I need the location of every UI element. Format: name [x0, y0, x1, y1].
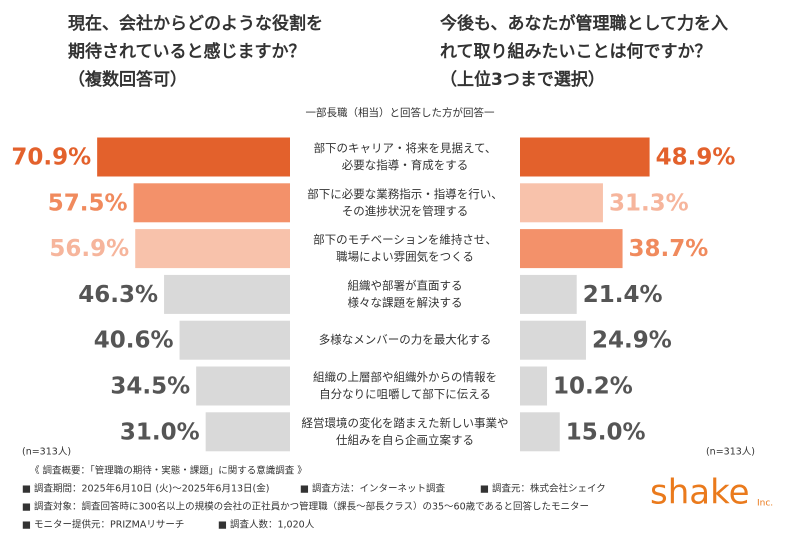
bar	[520, 412, 560, 452]
value-label: 15.0%	[566, 419, 646, 445]
bar	[520, 183, 603, 223]
side-title: （上位3つまで選択）	[440, 69, 605, 90]
footer-text: ■ 調査対象：調査回答時に300名以上の規模の会社の正社員かつ管理職（課長～部長…	[22, 501, 589, 513]
category-label: 部下に必要な業務指示・指導を行い、	[307, 187, 503, 201]
bar	[164, 274, 290, 314]
value-label: 46.3%	[78, 282, 158, 308]
footer-text: ■ 調査期間：2025年6月10日 (火)～2025年6月13日(金)	[22, 483, 269, 495]
bar	[520, 137, 650, 177]
side-title: 期待されていると感じますか？	[68, 41, 306, 62]
value-label: 56.9%	[49, 236, 129, 262]
value-label: 31.3%	[609, 190, 689, 216]
bar	[520, 229, 623, 269]
sample-size: (n=313人)	[706, 447, 755, 458]
bar	[520, 366, 548, 406]
value-label: 21.4%	[583, 282, 663, 308]
bar	[520, 320, 586, 360]
category-label: 様々な課題を解決する	[348, 295, 463, 309]
value-label: 24.9%	[592, 328, 672, 354]
category-label: 経営環境の変化を踏まえた新しい事業や	[302, 416, 509, 430]
side-title: れて取り組みたいことは何ですか？	[440, 41, 712, 62]
value-label: 38.7%	[629, 236, 709, 262]
logo-suffix: Inc.	[757, 499, 773, 509]
category-label: 組織の上層部や組織外からの情報を	[313, 370, 497, 384]
category-label: 必要な指導・育成をする	[342, 158, 469, 172]
bar	[520, 274, 577, 314]
value-label: 10.2%	[553, 374, 633, 400]
bar	[97, 137, 290, 177]
value-label: 70.9%	[11, 145, 91, 171]
bar	[179, 320, 290, 360]
value-label: 40.6%	[94, 328, 174, 354]
footer-text: ■ 調査人数：1,020人	[218, 519, 315, 531]
footer-text: ■ モニター提供元：PRIZMAリサーチ	[22, 519, 184, 531]
category-label: その進捗状況を管理する	[342, 204, 469, 218]
bar	[133, 183, 290, 223]
category-label: 多様なメンバーの力を最大化する	[319, 333, 492, 347]
footer-text: ■ 調査方法：インターネット調査	[300, 483, 445, 495]
value-label: 48.9%	[656, 145, 736, 171]
value-label: 34.5%	[110, 374, 190, 400]
logo: shake	[650, 473, 750, 513]
category-label: 仕組みを自ら企画立案する	[336, 433, 474, 447]
value-label: 31.0%	[120, 419, 200, 445]
category-label: 部下のモチベーションを維持させ、	[313, 233, 497, 247]
bar	[205, 412, 290, 452]
value-label: 57.5%	[48, 190, 128, 216]
sample-size: (n=313人)	[22, 447, 71, 458]
footer-text: ■ 調査元：株式会社シェイク	[480, 483, 606, 495]
side-title: 今後も、あなたが管理職として力を入	[440, 13, 728, 34]
subtitle: 一部長職（相当）と回答した方が回答一	[306, 106, 495, 119]
side-title: （複数回答可）	[68, 69, 187, 90]
category-label: 部下のキャリア・将来を見据えて、	[314, 141, 497, 155]
category-label: 組織や部署が直面する	[348, 278, 463, 292]
side-title: 現在、会社からどのような役割を	[68, 13, 323, 34]
category-label: 職場によい雰囲気をつくる	[336, 250, 474, 264]
category-label: 自分なりに咀嚼して部下に伝える	[319, 387, 491, 401]
bar	[196, 366, 290, 406]
bar	[135, 229, 290, 269]
footer-text: 《 調査概要：「管理職の期待・実態・課題」に関する意識調査 》	[30, 465, 307, 477]
